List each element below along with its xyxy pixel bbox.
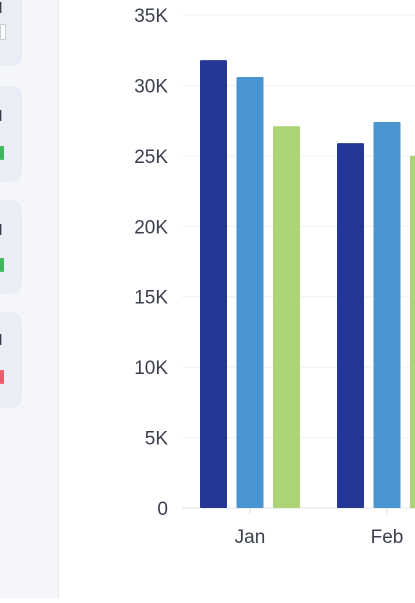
bar-jan-series-3 [273,126,300,508]
metric-card[interactable]: d [0,0,22,66]
card-status-marker [0,146,4,160]
card-label: d [0,108,2,125]
bar-jan-series-1 [200,60,227,509]
card-status-marker [0,370,4,384]
bar-feb-series-3 [410,155,415,508]
y-tick-label: 35K [134,6,168,27]
y-tick-label: 10K [134,358,168,379]
y-tick-label: 30K [134,76,168,97]
card-label: d [0,332,2,349]
metric-card[interactable]: d [0,86,22,182]
card-status-marker [0,24,6,40]
y-tick-label: 15K [134,288,168,309]
bar-chart: 0 5K 10K 15K 20K 25K 30K 35K Jan Feb [134,6,415,548]
y-tick-label: 25K [134,147,168,168]
card-status-marker [0,258,4,272]
y-tick-label: 20K [134,217,168,238]
metric-card[interactable]: d [0,312,22,408]
x-tick-label: Jan [235,527,266,548]
chart-panel: 0 5K 10K 15K 20K 25K 30K 35K Jan Feb [72,0,415,598]
metric-card[interactable]: d [0,200,22,294]
y-tick-label: 0 [157,499,168,520]
bar-feb-series-1 [337,143,364,508]
card-label: d [0,222,2,239]
x-tick-label: Feb [371,527,404,548]
bar-jan-series-2 [236,76,264,508]
card-label: d [0,0,2,17]
y-tick-label: 5K [145,429,169,450]
bar-feb-series-2 [373,122,401,509]
left-panel: d d d d [0,0,59,598]
